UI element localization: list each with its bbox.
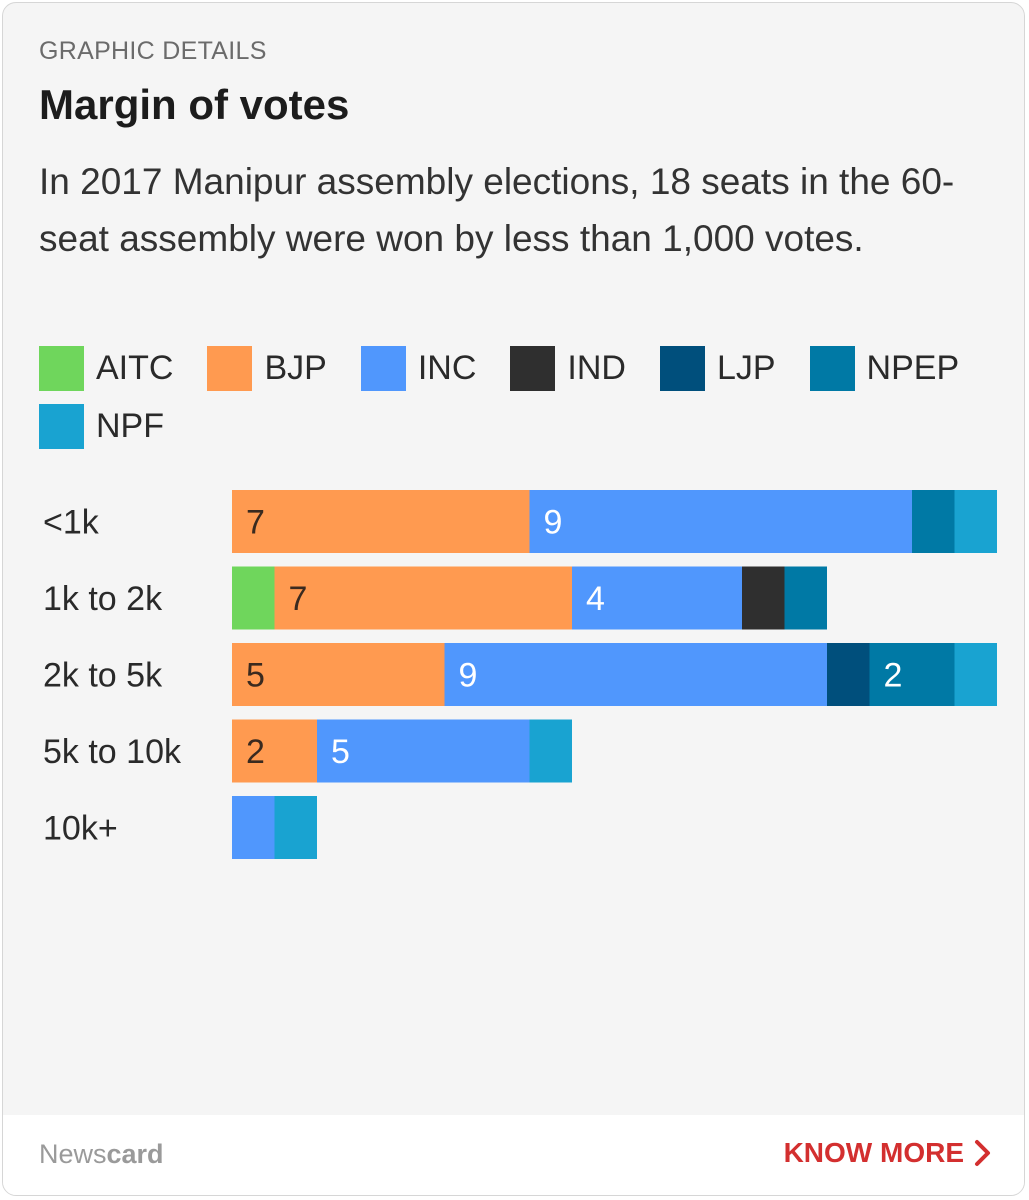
legend-swatch bbox=[360, 345, 406, 391]
bar-segment-npf bbox=[529, 719, 572, 783]
data-label: 2 bbox=[246, 733, 265, 771]
bar-segment-bjp bbox=[232, 719, 317, 783]
legend-item-npep: NPEP bbox=[809, 345, 960, 391]
brand-bold: card bbox=[106, 1139, 164, 1169]
legend-item-aitc: AITC bbox=[39, 345, 173, 391]
bar-segment-npep bbox=[912, 490, 955, 553]
bar-segment-npf bbox=[274, 796, 317, 859]
legend-item-ind: IND bbox=[510, 345, 626, 391]
legend-swatch bbox=[207, 345, 253, 391]
bar-segment-inc bbox=[317, 719, 530, 783]
bar-segment-npf bbox=[954, 643, 997, 706]
legend-swatch bbox=[659, 345, 705, 391]
legend-swatch bbox=[39, 403, 84, 449]
bar-segment-inc bbox=[232, 796, 275, 859]
category-label: 5k to 10k bbox=[43, 733, 182, 771]
brand-light: News bbox=[39, 1139, 107, 1169]
legend-label: AITC bbox=[96, 348, 174, 387]
bar-segment-inc bbox=[529, 490, 912, 553]
legend-item-ljp: LJP bbox=[659, 345, 776, 391]
legend-item-npf: NPF bbox=[39, 403, 164, 449]
legend-label: NPEP bbox=[866, 348, 960, 387]
know-more-label: KNOW MORE bbox=[783, 1137, 964, 1168]
legend-swatch bbox=[510, 345, 556, 391]
category-label: 1k to 2k bbox=[43, 580, 163, 618]
data-label: 7 bbox=[246, 504, 265, 542]
newscard-logo: Newscard bbox=[39, 1139, 164, 1170]
know-more-button[interactable]: KNOW MORE bbox=[784, 1137, 992, 1169]
legend-label: LJP bbox=[716, 348, 776, 387]
legend-item-inc: INC bbox=[360, 345, 477, 391]
bar-segment-inc bbox=[572, 566, 742, 630]
category-label: 2k to 5k bbox=[43, 657, 163, 695]
bar-segment-npep bbox=[869, 643, 955, 706]
bar-segment-bjp bbox=[274, 566, 572, 630]
bar-segment-inc bbox=[444, 643, 827, 706]
stacked-bar-chart: <1k 7 9 1k to 2k 7 4 2k to 5k 5 9 2 5k to 10k 2 5 10k… bbox=[43, 490, 997, 859]
data-label: 5 bbox=[331, 733, 350, 771]
legend-label: IND bbox=[567, 348, 626, 387]
data-label: 2 bbox=[884, 657, 903, 695]
legend-label: NPF bbox=[96, 406, 164, 445]
bar-segment-aitc bbox=[232, 566, 275, 630]
chart-title: Margin of votes bbox=[39, 81, 350, 128]
chart-legend: AITC BJP INC IND LJP NPEP NPF bbox=[39, 345, 999, 449]
bar-segment-npf bbox=[954, 490, 997, 553]
data-label: 7 bbox=[289, 580, 308, 618]
data-label: 9 bbox=[544, 504, 563, 542]
legend-swatch bbox=[809, 345, 855, 391]
legend-item-bjp: BJP bbox=[207, 345, 327, 391]
category-label: 10k+ bbox=[43, 810, 118, 848]
legend-label: INC bbox=[417, 348, 477, 387]
card-footer: Newscard KNOW MORE bbox=[3, 1115, 1024, 1195]
chevron-right-icon bbox=[975, 1140, 990, 1166]
legend-swatch bbox=[39, 345, 84, 391]
eyebrow-label: GRAPHIC DETAILS bbox=[39, 37, 267, 65]
data-label: 4 bbox=[586, 580, 605, 618]
bar-segment-npep bbox=[784, 566, 827, 630]
data-label: 5 bbox=[246, 657, 265, 695]
category-label: <1k bbox=[43, 504, 100, 542]
chart-subtitle: In 2017 Manipur assembly elections, 18 s… bbox=[39, 161, 955, 259]
bar-segment-ind bbox=[742, 566, 785, 630]
data-label: 9 bbox=[459, 657, 478, 695]
bar-segment-bjp bbox=[232, 490, 530, 553]
legend-label: BJP bbox=[264, 348, 327, 387]
bar-segment-ljp bbox=[827, 643, 870, 706]
bar-segment-bjp bbox=[232, 643, 445, 706]
